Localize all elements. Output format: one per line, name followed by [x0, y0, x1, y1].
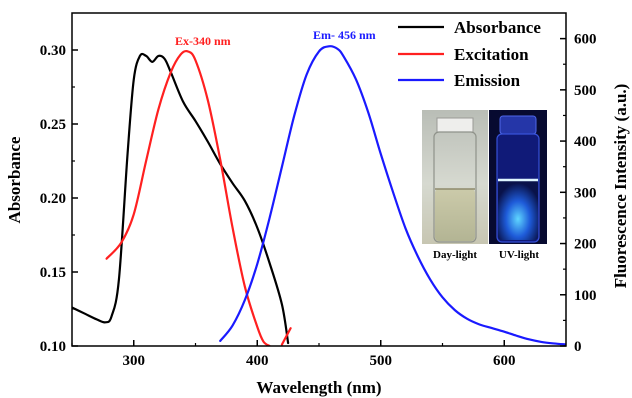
x-tick-label-600: 600: [493, 353, 516, 369]
y-right-tick-label: 600: [574, 32, 597, 48]
uv-light-caption: UV-light: [499, 249, 539, 261]
day-light-vial: [433, 131, 477, 243]
absorbance-series-line: [72, 52, 290, 345]
y-right-tick-label: 400: [574, 134, 597, 150]
y-right-tick-label: 0: [574, 339, 582, 355]
legend-absorbance-label: Absorbance: [454, 18, 541, 37]
legend: Absorbance Excitation Emission: [398, 18, 541, 90]
excitation-peak-label: Ex-340 nm: [175, 34, 231, 48]
y-right-axis: 0 100 200 300 400 500 600: [560, 32, 597, 355]
uv-light-liquid: [498, 180, 538, 240]
y-left-axis-title: Absorbance: [5, 136, 24, 223]
excitation-series-line: [105, 49, 271, 346]
x-tick-label-500: 500: [370, 353, 393, 369]
y-right-axis-title: Fluorescence Intensity (a.u.): [611, 84, 630, 289]
day-light-liquid: [435, 189, 475, 241]
plot-area: [72, 45, 566, 346]
uv-light-vial-cap: [499, 115, 537, 135]
legend-excitation-label: Excitation: [454, 45, 529, 64]
x-axis-title: Wavelength (nm): [256, 378, 381, 397]
inset-photos: Day-light UV-light: [422, 110, 547, 261]
excitation-series-tail: [280, 327, 292, 346]
day-light-vial-cap: [436, 117, 474, 133]
y-left-axis: 0.10 0.15 0.20 0.25 0.30: [40, 43, 78, 355]
emission-series-line: [219, 45, 566, 346]
y-right-tick-label: 500: [574, 83, 597, 99]
x-axis: 300 400 500 600: [71, 340, 516, 369]
y-left-tick-label: 0.30: [40, 43, 66, 59]
y-right-tick-label: 300: [574, 185, 597, 201]
y-left-tick-label: 0.10: [40, 339, 66, 355]
y-left-tick-label: 0.20: [40, 191, 66, 207]
y-left-tick-label: 0.25: [40, 117, 66, 133]
y-left-tick-label: 0.15: [40, 265, 66, 281]
x-tick-label-300: 300: [123, 353, 146, 369]
y-right-tick-label: 100: [574, 288, 597, 304]
day-light-caption: Day-light: [433, 249, 477, 261]
y-right-tick-label: 200: [574, 237, 597, 253]
x-tick-label-400: 400: [246, 353, 269, 369]
legend-emission-label: Emission: [454, 71, 521, 90]
emission-peak-label: Em- 456 nm: [313, 28, 376, 42]
